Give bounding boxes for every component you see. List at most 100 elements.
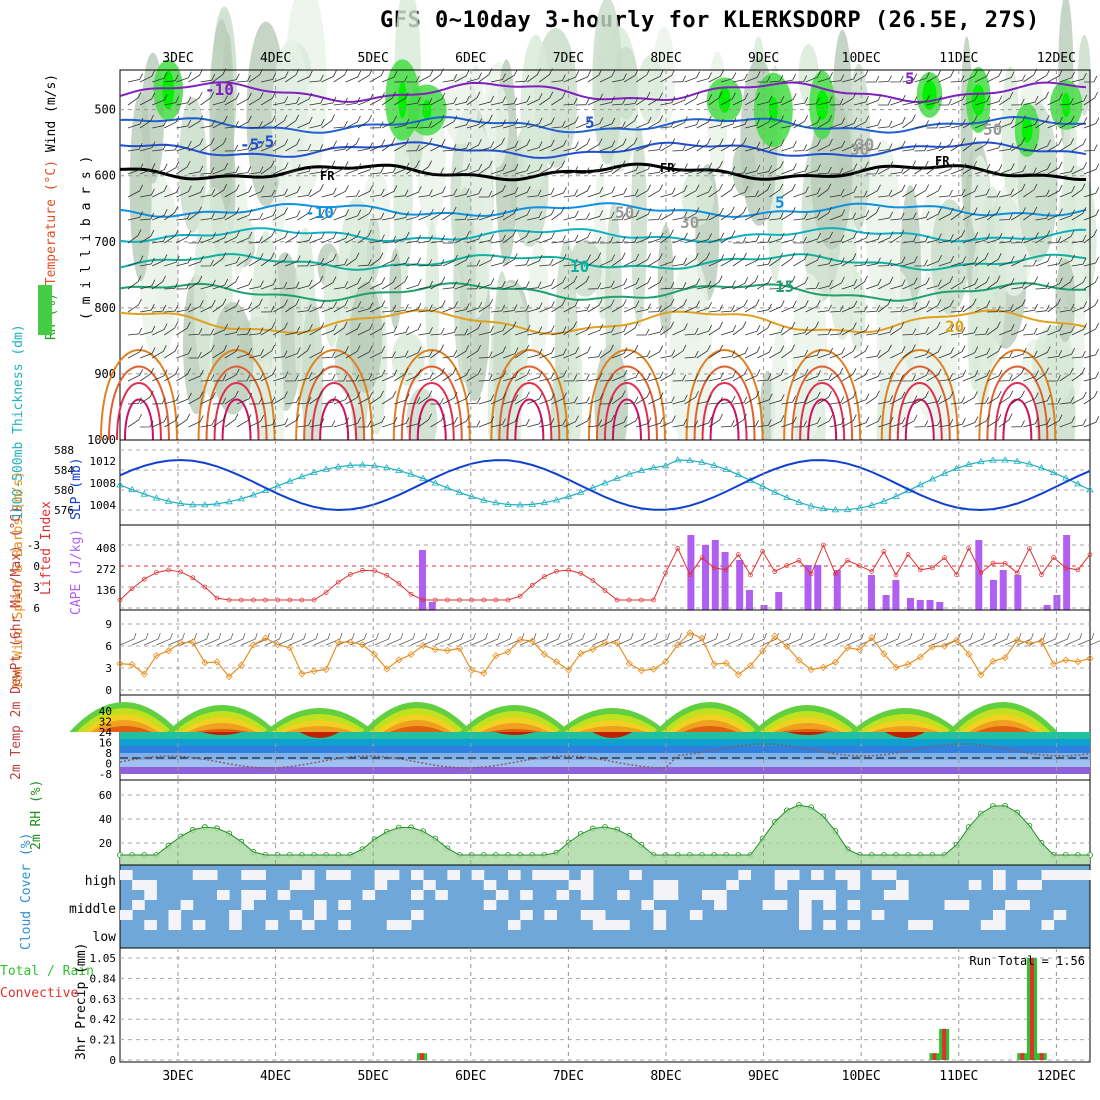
temp-hump	[592, 732, 633, 738]
cape-bar	[833, 570, 841, 610]
wind-barb	[878, 161, 894, 175]
wind-marker	[686, 629, 694, 637]
cloud-gap	[702, 890, 715, 900]
contour-label: FR	[935, 154, 950, 168]
wind-barb	[914, 300, 930, 313]
wind-marker	[1013, 636, 1021, 644]
wind-barb	[1059, 185, 1076, 198]
cape-bar	[419, 550, 426, 610]
wind-barb	[890, 75, 904, 83]
wind-barb	[212, 298, 227, 313]
temp-hump	[871, 726, 940, 732]
wind-barb	[1035, 367, 1049, 382]
cape-bar	[989, 580, 997, 610]
cloud-gap	[120, 870, 133, 880]
wind-barb	[164, 321, 179, 336]
wind-barb	[321, 301, 337, 313]
wind-barb	[200, 167, 215, 175]
wind-barb	[1011, 254, 1027, 267]
wind-barb	[696, 137, 711, 152]
wind-barb-10m	[241, 632, 258, 646]
wind-barb	[127, 327, 143, 336]
wind-barb	[152, 304, 167, 313]
wind-barb	[877, 298, 892, 313]
wind-barb	[1059, 367, 1074, 382]
wind-barb	[369, 300, 386, 313]
wind-barb	[1035, 304, 1050, 313]
cloud-gap	[253, 890, 266, 900]
wind-barb	[962, 298, 977, 313]
temp-contour	[119, 282, 1086, 302]
cloud-level-label: low	[93, 930, 117, 945]
wind-barb	[841, 345, 857, 359]
wind-barb	[1011, 236, 1025, 244]
wind-barb	[950, 418, 966, 428]
wind-barb	[152, 323, 168, 336]
wind-barb	[309, 209, 325, 221]
wind-barb-10m	[228, 632, 246, 646]
wind-barb	[369, 69, 385, 83]
temp-hump	[487, 729, 542, 732]
temp-hump	[780, 729, 835, 732]
wind-barb	[781, 252, 796, 267]
wind-barb	[442, 206, 457, 221]
wind-barb	[986, 69, 1003, 83]
wind-barb	[986, 345, 1002, 359]
wind-barb-10m	[471, 632, 488, 646]
wind-barb	[611, 73, 627, 83]
wind-barb	[248, 92, 264, 106]
wind-barb	[333, 232, 350, 244]
wind-barb	[212, 323, 228, 336]
wind-barb	[539, 258, 554, 267]
wind-barb	[502, 279, 519, 290]
lifted-marker	[1087, 552, 1093, 557]
wind-barb	[744, 346, 761, 359]
upper-ylabel2: ( m i l l i b a r s )	[79, 156, 94, 320]
wind-barb	[381, 185, 398, 198]
wind-barb	[744, 254, 761, 267]
temp-hump	[187, 723, 256, 732]
wind-barb	[938, 391, 954, 405]
slp-ylabel: SLP (mb)	[69, 457, 84, 520]
wind-barb	[1047, 69, 1063, 83]
wind-barb	[853, 305, 868, 313]
wind-barb	[490, 304, 506, 313]
wind-barb	[599, 117, 616, 129]
wind-barb	[224, 326, 240, 336]
lifted-marker	[542, 574, 547, 579]
wind-barb	[321, 207, 337, 221]
wind-barb	[490, 370, 507, 382]
cloud-gap	[1017, 900, 1030, 910]
wind-marker	[1086, 654, 1094, 663]
cloud-gap	[665, 880, 679, 890]
wind-barb	[490, 73, 506, 83]
wind-barb	[273, 418, 289, 428]
wind-barb	[563, 321, 577, 336]
wind-barb	[224, 256, 240, 267]
wind-barb	[974, 347, 991, 359]
wind-barb	[430, 368, 445, 382]
wind-barb	[297, 207, 312, 221]
wind-barb	[575, 231, 591, 244]
cloud-gap	[896, 880, 909, 890]
cloud-gap	[168, 910, 182, 920]
precip-run-total: Run Total = 1.56	[969, 954, 1085, 968]
wind-barb	[648, 115, 663, 129]
wind-barb	[478, 351, 493, 359]
wind-barb	[950, 396, 966, 405]
cloud-gap	[556, 890, 570, 900]
wind-barb	[357, 69, 373, 83]
wind-barb	[188, 91, 203, 106]
rh-blob	[443, 72, 478, 145]
wind-barb	[563, 396, 578, 405]
wind-barb-10m	[992, 632, 1010, 646]
wind-barb	[176, 392, 192, 405]
precip-conv-bar	[420, 1053, 424, 1060]
wind-barb	[756, 183, 771, 198]
wind-barb	[490, 164, 507, 175]
temp-band	[120, 767, 1090, 774]
wind-barb	[490, 392, 507, 405]
cloud-gap	[253, 870, 266, 880]
wind-barb	[551, 276, 567, 290]
wind-barb	[164, 229, 179, 244]
